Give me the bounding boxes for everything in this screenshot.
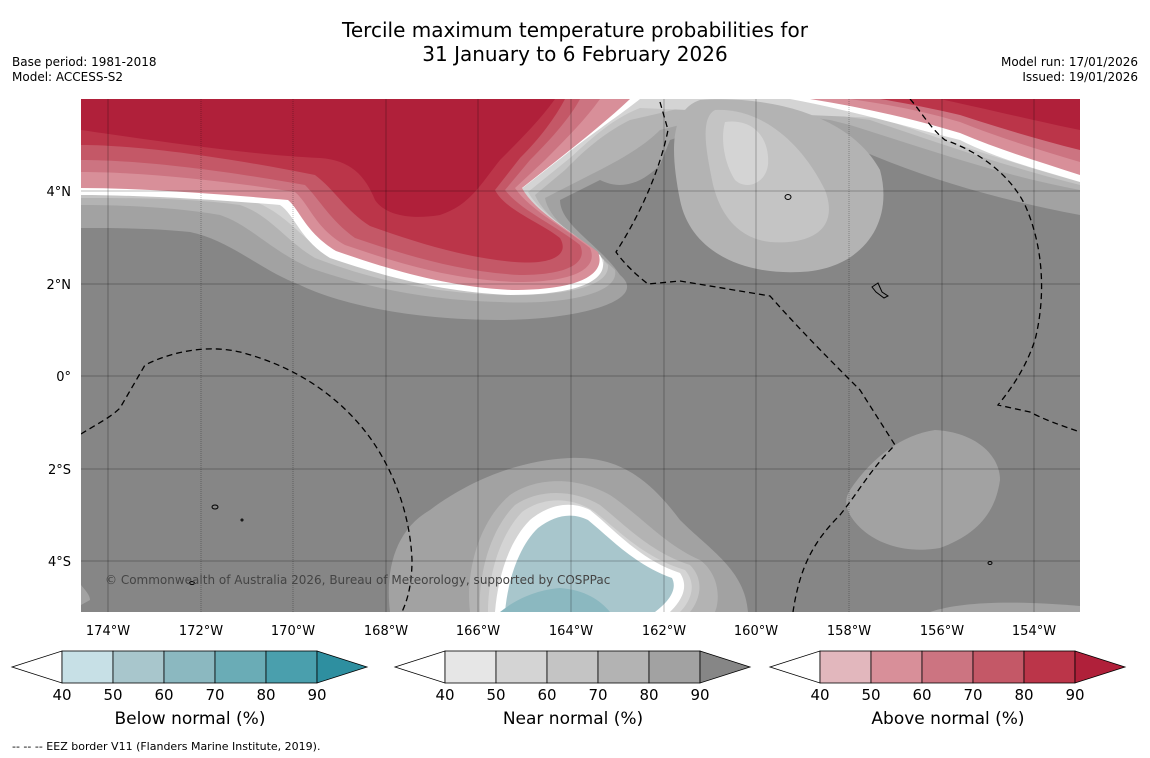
colorbar-segment-low [10,650,63,684]
lon-label: 156°W [920,624,964,639]
colorbar-tick-label: 50 [861,686,880,704]
lat-label: 2°S [48,463,71,478]
near-normal-se-blob [846,430,1000,550]
lon-label: 164°W [549,624,593,639]
meta-right: Model run: 17/01/2026 Issued: 19/01/2026 [1001,55,1138,85]
colorbar-tick-label: 90 [690,686,709,704]
base-period: Base period: 1981-2018 [12,55,157,69]
eez-border-central [615,101,896,612]
near-normal-ne-blob-core [723,121,769,185]
colorbar-segment [870,650,923,684]
colorbar-segment-low [768,650,821,684]
colorbars: 40 50 60 70 80 90 40 50 60 70 80 90 40 50 60 70 80 90 [10,650,1127,704]
lon-label: 160°W [734,624,778,639]
near-normal-sw-corner [81,585,90,605]
near-normal-bottom-right [930,602,1080,612]
colorbar-label-near: Near normal (%) [502,709,644,729]
colorbar-tick-label: 80 [639,686,658,704]
longitude-labels: 174°W 172°W 170°W 168°W 166°W 164°W 162°… [86,624,1056,639]
islands [189,194,993,585]
eez-footnote: -- -- -- EEZ border V11 (Flanders Marine… [12,740,321,753]
eez-borders [81,99,1080,612]
issued-date: Issued: 19/01/2026 [1022,70,1138,84]
lon-label: 166°W [456,624,500,639]
colorbar-segment [61,650,114,684]
island-6 [240,518,244,522]
grid-lines [81,99,1080,612]
island-1 [211,504,219,510]
probability-field [81,99,1080,612]
colorbar-tick-label: 80 [1014,686,1033,704]
colorbar-tick-label: 60 [154,686,173,704]
lon-label: 154°W [1012,624,1056,639]
colorbar-tick-label: 40 [435,686,454,704]
copyright-notice: © Commonwealth of Australia 2026, Bureau… [105,573,611,587]
colorbar-segment [648,650,701,684]
colorbar-segment-low [393,650,446,684]
lat-label: 2°N [47,278,72,293]
map-title: Tercile maximum temperature probabilitie… [0,18,1150,66]
colorbar-segment [112,650,165,684]
colorbar-tick-label: 60 [912,686,931,704]
eez-border-east [909,99,1080,433]
lat-label: 4°S [48,555,71,570]
latitude-labels: 4°N 2°N 0° 2°S 4°S [47,185,72,570]
below-normal-blob-50 [505,515,674,612]
lon-label: 158°W [827,624,871,639]
colorbar-segment [819,650,872,684]
island-2 [189,581,195,585]
meta-left: Base period: 1981-2018 Model: ACCESS-S2 [12,55,157,85]
colorbar-segment [214,650,267,684]
title-line-1: Tercile maximum temperature probabilitie… [342,18,808,42]
colorbar-tick-label: 40 [52,686,71,704]
lon-label: 162°W [642,624,686,639]
colorbar-tick-label: 70 [588,686,607,704]
island-3 [784,194,792,200]
colorbar-segment [495,650,548,684]
lon-label: 172°W [179,624,223,639]
lon-label: 168°W [364,624,408,639]
colorbar-tick-label: 70 [205,686,224,704]
colorbar-tick-label: 90 [307,686,326,704]
above-normal-ne-core-90 [940,99,1080,130]
colorbar-tick-label: 90 [1065,686,1084,704]
island-5 [987,561,993,565]
colorbar-label-above: Above normal (%) [871,709,1025,729]
model-name: Model: ACCESS-S2 [12,70,124,84]
colorbar-tick-label: 70 [963,686,982,704]
colorbar-segment-high [699,650,752,684]
colorbar-tick-label: 50 [103,686,122,704]
colorbar-segment-high [316,650,369,684]
colorbar-tick-label: 60 [537,686,556,704]
below-normal-blob-70 [500,588,610,612]
colorbar-label-below: Below normal (%) [114,709,266,729]
colorbar-segment [1023,650,1076,684]
colorbar-below: 40 50 60 70 80 90 [10,650,369,704]
colorbar-tick-label: 80 [256,686,275,704]
colorbar-segment [265,650,318,684]
lat-label: 0° [56,370,71,385]
colorbar-segment [163,650,216,684]
colorbar-segment [972,650,1025,684]
lon-label: 170°W [271,624,315,639]
colorbar-segment [597,650,650,684]
model-run: Model run: 17/01/2026 [1000,55,1138,69]
island-4 [871,282,889,299]
lon-label: 174°W [86,624,130,639]
colorbar-tick-label: 50 [486,686,505,704]
lat-label: 4°N [47,185,72,200]
colorbar-tick-label: 40 [810,686,829,704]
colorbar-near: 40 50 60 70 80 90 [393,650,752,704]
eez-border-west [81,348,413,612]
colorbar-segment-high [1074,650,1127,684]
colorbar-segment [921,650,974,684]
title-line-2: 31 January to 6 February 2026 [422,42,728,66]
colorbar-segment [546,650,599,684]
colorbar-segment [444,650,497,684]
colorbar-above: 40 50 60 70 80 90 [768,650,1127,704]
above-normal-core-90 [81,99,555,217]
